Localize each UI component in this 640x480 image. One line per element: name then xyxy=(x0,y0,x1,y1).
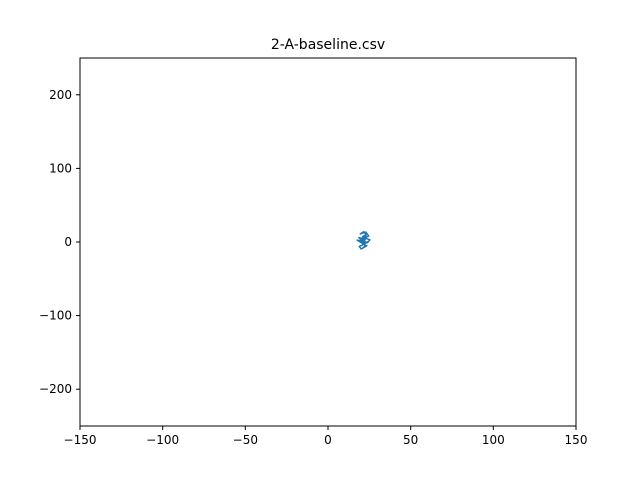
y-tick-label: 100 xyxy=(49,161,72,175)
x-tick-label: 0 xyxy=(324,433,332,447)
y-tick-label: −100 xyxy=(39,309,72,323)
plot-area xyxy=(356,230,371,250)
x-tick-label: 150 xyxy=(565,433,588,447)
x-tick-label: 50 xyxy=(403,433,418,447)
x-tick-label: −100 xyxy=(146,433,179,447)
y-tick-label: 200 xyxy=(49,88,72,102)
axes: −150 −100 −50 0 50 100 150 −200 −100 0 100 200 xyxy=(39,57,588,447)
y-tick-label: 0 xyxy=(64,235,72,249)
x-tick-label: 100 xyxy=(482,433,505,447)
x-tick-label: −50 xyxy=(233,433,258,447)
series-line-0 xyxy=(356,230,371,250)
y-tick-label: −200 xyxy=(39,382,72,396)
x-tick-label: −150 xyxy=(64,433,97,447)
chart-title: 2-A-baseline.csv xyxy=(271,37,385,53)
